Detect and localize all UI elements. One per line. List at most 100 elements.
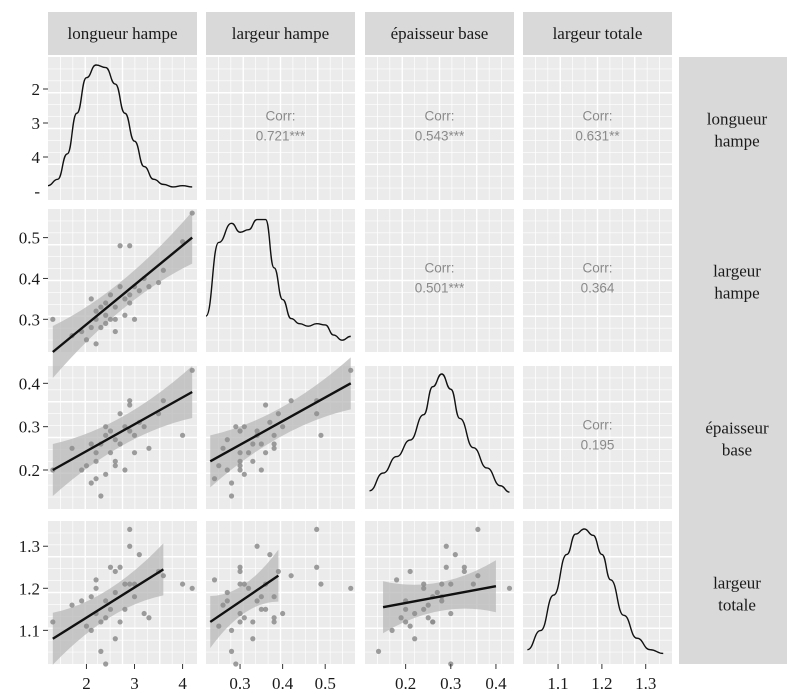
data-point <box>117 564 123 570</box>
strip-top-label-0: longueur hampe <box>68 24 178 43</box>
strip-top-1 <box>206 12 355 55</box>
data-point <box>267 419 273 425</box>
data-point <box>107 428 114 434</box>
data-point <box>452 552 458 558</box>
data-point <box>131 432 138 438</box>
data-point <box>50 619 56 625</box>
data-point <box>425 615 431 621</box>
data-point <box>83 463 90 469</box>
data-point <box>245 585 252 591</box>
data-point <box>122 581 128 587</box>
data-point <box>275 568 281 575</box>
data-point <box>241 424 247 430</box>
data-point <box>448 581 454 587</box>
strip-top-2 <box>365 12 514 55</box>
corr-value: 0.501*** <box>415 281 465 296</box>
data-point <box>224 589 230 596</box>
x-tick-label: 2 <box>82 674 91 693</box>
data-point <box>233 661 239 667</box>
y-tick-label: 0.4 <box>19 269 41 288</box>
x-tick-label: 0.2 <box>395 674 416 693</box>
data-point <box>107 292 114 298</box>
fit-line <box>382 585 497 609</box>
data-point <box>271 445 277 451</box>
data-point <box>443 543 449 549</box>
data-point <box>103 320 109 326</box>
data-point <box>131 316 138 322</box>
corr-label: Corr: <box>583 109 613 124</box>
data-point <box>112 437 118 443</box>
data-point <box>271 432 277 438</box>
data-point <box>93 476 99 482</box>
data-point <box>107 316 114 322</box>
corr-value: 0.364 <box>581 281 615 296</box>
data-point <box>112 589 118 596</box>
data-point <box>146 445 152 451</box>
corr-label: Corr: <box>266 109 296 124</box>
data-point <box>98 619 104 625</box>
data-point <box>421 581 427 587</box>
data-point <box>122 467 128 473</box>
x-tick-label: 0.5 <box>315 674 336 693</box>
data-point <box>93 308 99 314</box>
data-point <box>288 573 294 579</box>
data-point <box>93 585 99 591</box>
corr-value: 0.543*** <box>415 129 465 144</box>
data-point <box>271 615 277 621</box>
data-point <box>179 432 186 438</box>
x-tick-label: 4 <box>178 674 187 693</box>
y-tick-label: 0.3 <box>19 310 40 329</box>
data-point <box>127 402 133 408</box>
data-point <box>224 467 230 473</box>
data-point <box>475 573 481 579</box>
data-point <box>280 610 286 617</box>
data-point <box>224 598 230 604</box>
data-point <box>271 594 277 600</box>
data-point <box>224 437 230 443</box>
y-tick-label: 0.5 <box>19 229 40 248</box>
strip-right-label-3-0: largeur <box>713 574 761 593</box>
data-point <box>98 648 104 654</box>
data-point <box>263 606 269 612</box>
data-point <box>127 292 133 298</box>
data-point <box>263 402 269 408</box>
data-point <box>127 300 133 306</box>
data-point <box>448 610 454 617</box>
y-tick-label: 1.3 <box>19 537 40 556</box>
data-point <box>141 610 147 617</box>
data-point <box>228 493 235 499</box>
data-point <box>160 267 166 273</box>
data-point <box>122 312 128 318</box>
fit-line <box>52 390 193 472</box>
data-point <box>439 581 445 587</box>
data-point <box>271 619 277 625</box>
corr-value: 0.195 <box>581 438 615 453</box>
data-point <box>83 623 90 629</box>
data-point <box>112 316 118 322</box>
data-point <box>127 543 133 549</box>
data-point <box>228 627 235 633</box>
data-point <box>69 445 75 451</box>
data-point <box>107 564 114 570</box>
data-point <box>314 411 320 417</box>
strip-right-label-2-0: épaisseur <box>705 419 769 438</box>
data-point <box>389 627 395 633</box>
data-point <box>443 564 449 570</box>
fit-line <box>209 382 352 463</box>
data-point <box>117 411 123 417</box>
data-point <box>421 585 427 591</box>
data-point <box>470 581 476 587</box>
data-point <box>127 581 133 587</box>
data-point <box>117 441 123 447</box>
data-point <box>93 341 99 347</box>
y-tick-label: 2 <box>32 80 41 99</box>
x-tick-label: 0.3 <box>229 674 250 693</box>
data-point <box>189 585 195 591</box>
data-point <box>146 284 152 290</box>
data-point <box>189 210 195 216</box>
data-point <box>103 432 109 438</box>
data-point <box>506 585 513 591</box>
data-point <box>237 463 243 469</box>
data-point <box>88 594 94 600</box>
strip-right-band <box>679 57 787 664</box>
